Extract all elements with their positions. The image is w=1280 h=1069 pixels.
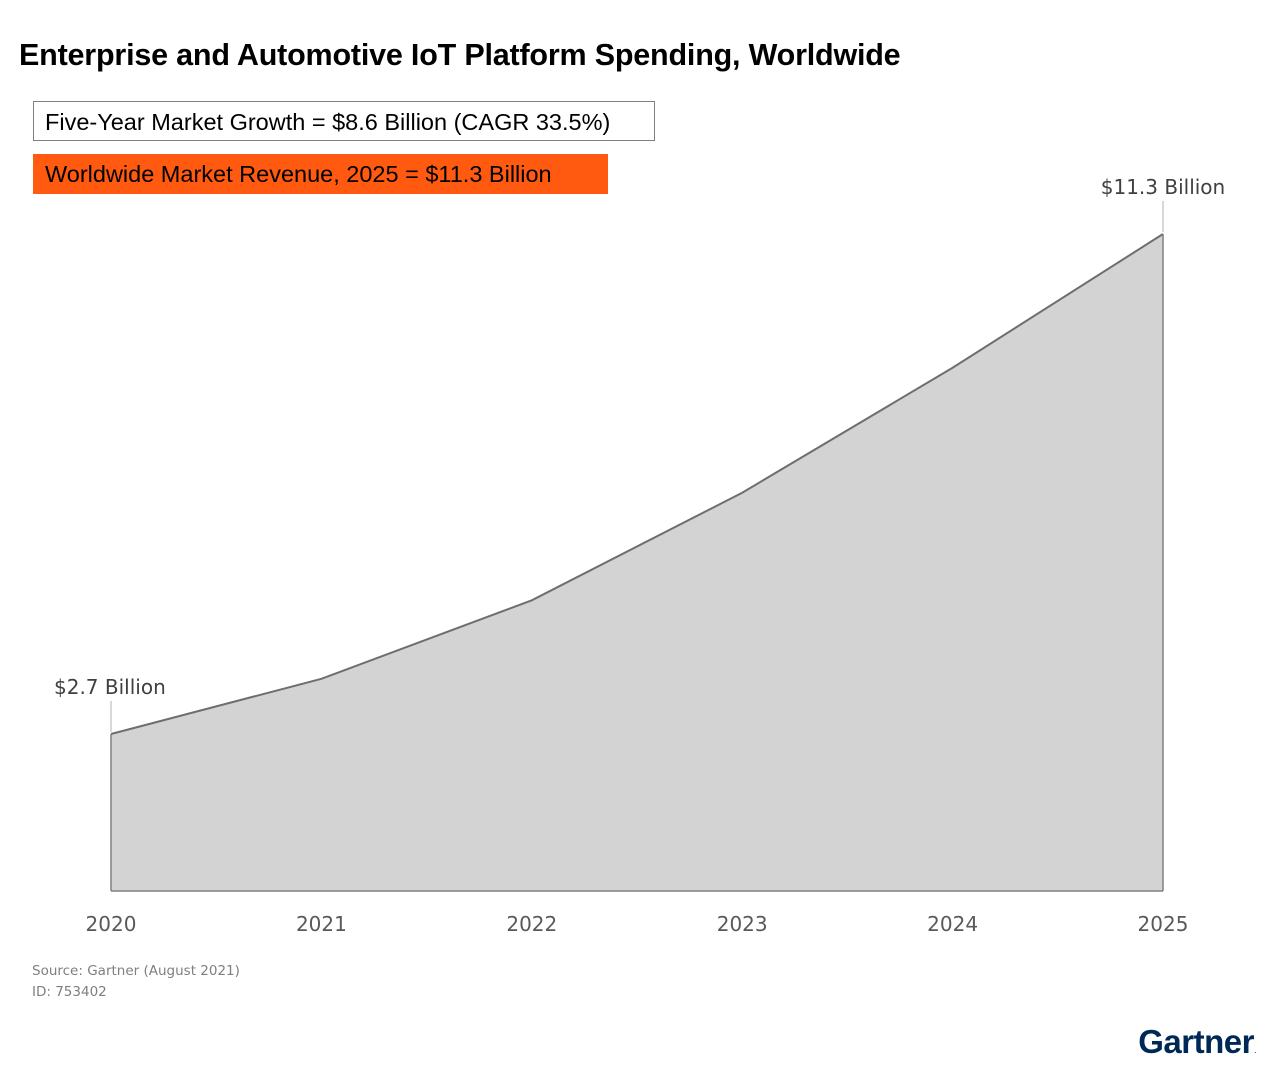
x-tick-label-2021: 2021 [296,912,347,936]
data-label-2025: $11.3 Billion [1101,175,1225,199]
x-tick-label-2022: 2022 [506,912,557,936]
source-text: Source: Gartner (August 2021) [32,963,240,979]
market-revenue-callout: Worldwide Market Revenue, 2025 = $11.3 B… [33,154,608,194]
document-id: ID: 753402 [32,984,107,1000]
area-fill [111,234,1163,891]
gartner-logo: Gartner. [1138,1023,1256,1061]
market-growth-callout: Five-Year Market Growth = $8.6 Billion (… [33,101,655,141]
source-note: Source: Gartner (August 2021) ID: 753402 [32,961,240,1003]
logo-mark: . [1253,1045,1257,1055]
x-tick-label-2024: 2024 [927,912,978,936]
x-tick-label-2025: 2025 [1138,912,1189,936]
area-series-line [110,233,1164,735]
x-tick-label-2023: 2023 [717,912,768,936]
x-tick-label-2020: 2020 [86,912,137,936]
chart-title: Enterprise and Automotive IoT Platform S… [19,38,901,72]
data-label-2020: $2.7 Billion [54,675,166,699]
logo-text: Gartner [1138,1023,1254,1060]
